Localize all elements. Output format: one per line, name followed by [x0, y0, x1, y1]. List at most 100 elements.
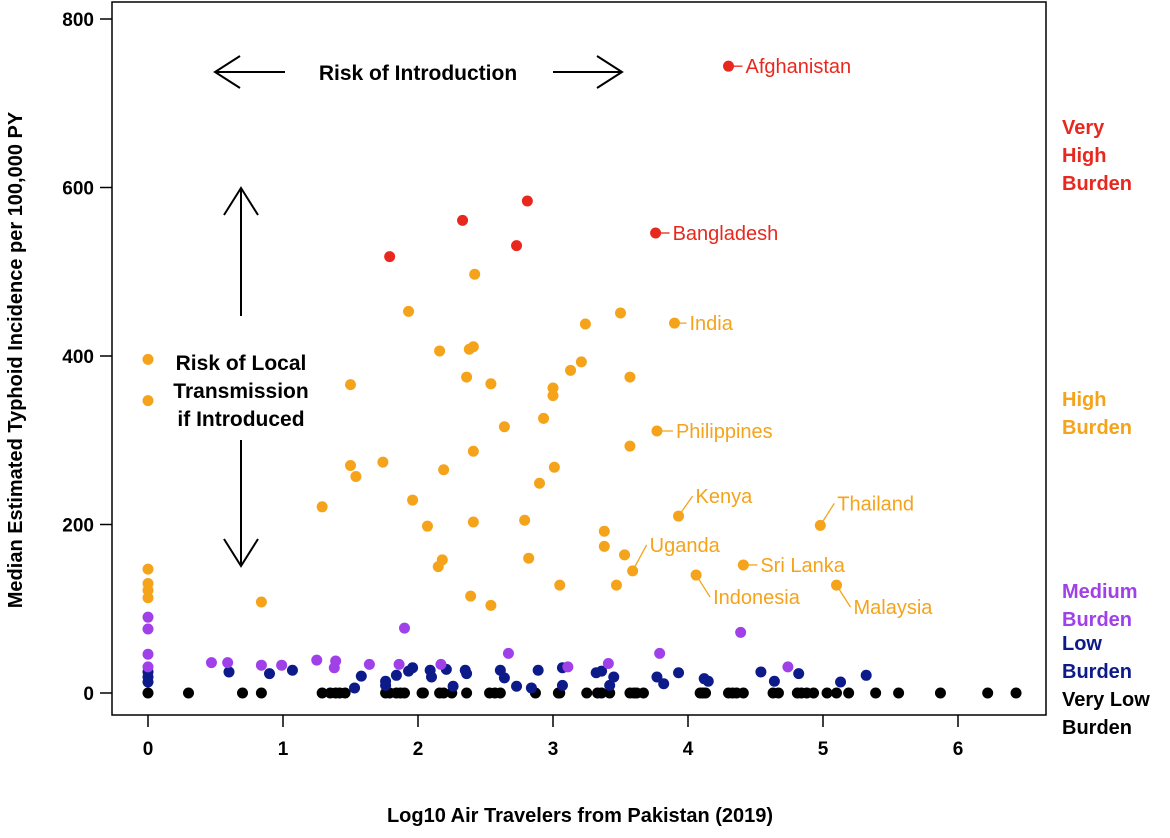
data-point-high-burden — [575, 356, 587, 368]
risk-of-transmission-line3: if Introduced — [177, 408, 304, 431]
data-point-very-low-burden — [237, 687, 248, 699]
data-point-very-low-burden — [255, 687, 267, 699]
data-point-very-low-burden — [596, 687, 608, 699]
data-point-high-burden — [467, 445, 479, 457]
data-point-high-burden — [465, 590, 477, 602]
data-point-very-high-burden — [384, 251, 396, 263]
data-point-high-burden — [624, 371, 636, 383]
legend-entry-very-high-burden: High — [1062, 145, 1106, 167]
data-point-low-burden — [525, 682, 537, 694]
risk-of-introduction-label: Risk of Introduction — [319, 62, 517, 85]
data-point-very-low-burden — [438, 687, 450, 699]
legend-entry-high-burden: High — [1062, 389, 1106, 411]
data-point-very-high-burden — [521, 195, 533, 207]
country-label-bangladesh: Bangladesh — [673, 223, 779, 245]
data-point-very-low-burden — [581, 687, 593, 699]
data-point-low-burden — [835, 676, 847, 688]
data-point-high-burden — [547, 382, 559, 394]
data-point-very-low-burden — [142, 687, 154, 699]
label-leader-line — [819, 502, 835, 526]
data-point-low-burden — [349, 682, 361, 694]
legend-entry-low-burden: Low — [1062, 633, 1102, 655]
legend-entry-high-burden: Burden — [1062, 417, 1132, 439]
data-point-very-low-burden — [821, 687, 833, 699]
data-point-very-low-burden — [893, 687, 905, 699]
data-point-medium-burden — [735, 626, 747, 638]
data-point-high-burden — [421, 520, 433, 532]
data-point-low-burden — [461, 668, 473, 680]
data-point-very-low-burden — [737, 687, 749, 699]
x-tick-label: 2 — [413, 739, 424, 760]
data-point-high-burden — [598, 540, 610, 552]
data-point-high-burden — [579, 318, 591, 330]
data-point-high-burden — [615, 307, 626, 319]
data-point-low-burden — [651, 671, 663, 683]
label-leader-line — [695, 574, 711, 598]
legend-entry-medium-burden: Burden — [1062, 609, 1132, 631]
data-point-medium-burden — [782, 661, 794, 673]
y-axis-label: Median Estimated Typhoid Incidence per 1… — [5, 111, 27, 608]
data-point-low-burden — [407, 662, 419, 674]
arrow-right-icon — [553, 55, 624, 89]
data-point-very-low-burden — [417, 687, 429, 699]
data-point-low-burden — [556, 679, 568, 691]
data-point-very-low-burden — [183, 687, 194, 699]
data-point-low-burden — [860, 669, 872, 681]
data-point-low-burden — [673, 667, 685, 679]
country-label-afghanistan: Afghanistan — [746, 56, 852, 78]
x-tick-label: 4 — [683, 739, 694, 760]
data-point-high-burden — [142, 395, 154, 407]
risk-of-transmission-line1: Risk of Local — [176, 352, 307, 375]
data-point-medium-burden — [399, 622, 410, 634]
legend-entry-very-high-burden: Burden — [1062, 173, 1132, 195]
data-point-high-burden — [547, 390, 559, 402]
data-point-high-burden — [598, 525, 610, 537]
data-point-high-burden — [142, 563, 154, 575]
data-point-low-burden — [793, 668, 805, 680]
y-tick-label: 0 — [83, 684, 94, 705]
data-point-low-burden — [447, 680, 459, 692]
data-point-very-low-burden — [339, 687, 351, 699]
data-point-high-burden — [142, 353, 154, 365]
label-leader-line — [678, 495, 694, 517]
data-point-high-burden — [485, 378, 497, 390]
data-point-very-low-burden — [1010, 687, 1022, 699]
data-point-high-burden — [377, 456, 389, 468]
data-point-high-burden — [434, 345, 446, 357]
legend-entry-very-low-burden: Burden — [1062, 717, 1132, 739]
data-point-high-burden — [610, 579, 622, 591]
data-point-low-burden — [768, 675, 780, 687]
data-point-high-burden — [467, 516, 479, 528]
risk-of-transmission-line2: Transmission — [173, 380, 308, 403]
data-point-medium-burden — [502, 647, 514, 659]
data-point-high-burden — [316, 501, 328, 513]
data-point-medium-burden — [276, 659, 288, 671]
data-point-medium-burden — [393, 658, 405, 670]
data-point-very-low-burden — [637, 687, 649, 699]
plot-frame — [111, 1, 1047, 716]
data-point-low-burden — [390, 669, 402, 681]
data-point-medium-burden — [255, 659, 267, 671]
data-point-low-burden — [755, 666, 767, 678]
x-tick-label: 0 — [143, 739, 154, 760]
data-point-high-burden — [565, 364, 577, 376]
data-point-very-high-burden — [511, 240, 523, 252]
country-label-kenya: Kenya — [696, 486, 754, 508]
data-point-very-low-burden — [494, 687, 506, 699]
data-point-very-low-burden — [316, 687, 328, 699]
country-label-uganda: Uganda — [650, 535, 721, 557]
y-tick-label: 400 — [62, 347, 94, 368]
data-point-medium-burden — [602, 658, 614, 670]
data-point-high-burden — [461, 371, 473, 383]
data-point-medium-burden — [363, 658, 375, 670]
country-label-sri-lanka: Sri Lanka — [760, 555, 845, 577]
x-tick-label: 3 — [548, 739, 559, 760]
y-tick-label: 800 — [62, 10, 94, 31]
data-point-medium-burden — [562, 661, 574, 673]
data-point-low-burden — [142, 676, 154, 688]
data-point-high-burden — [438, 464, 450, 476]
x-tick-label: 5 — [818, 739, 829, 760]
data-point-high-burden — [519, 514, 531, 526]
label-leader-line — [632, 544, 648, 572]
data-point-low-burden — [604, 679, 616, 691]
